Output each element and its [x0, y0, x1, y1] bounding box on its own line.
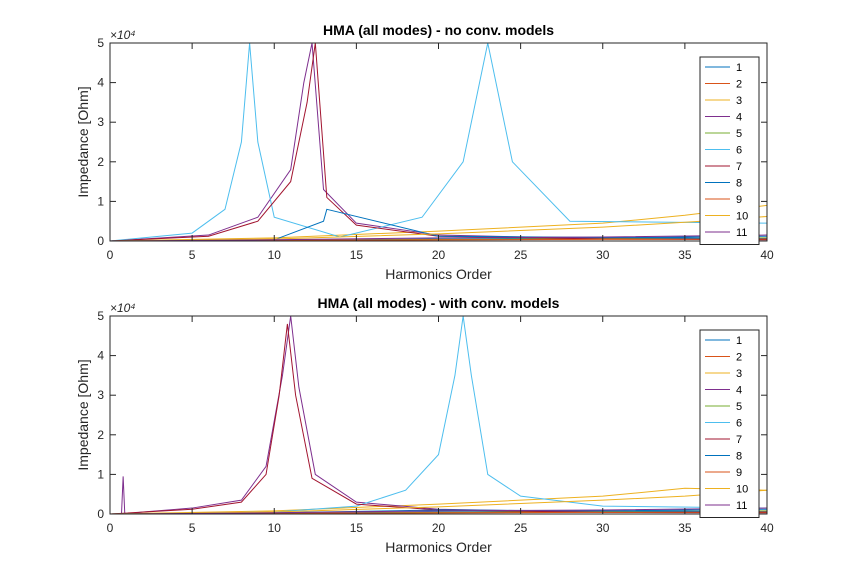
chart-1-y-axis-label: Impedance [Ohm] [75, 86, 91, 197]
chart-2-series-4-line [110, 316, 767, 514]
chart-2-y-tick-label: 3 [97, 388, 104, 402]
chart-1-x-tick-label: 5 [189, 248, 196, 262]
chart-2-y-tick-label: 1 [97, 467, 104, 481]
chart-1-x-tick-label: 30 [596, 248, 610, 262]
chart-1-legend-label-3: 3 [736, 95, 742, 107]
chart-2-y-tick-label: 0 [97, 507, 104, 521]
chart-1-y-tick-label: 2 [97, 155, 104, 169]
chart-2-y-tick-label: 2 [97, 428, 104, 442]
chart-1-x-tick-label: 40 [760, 248, 774, 262]
chart-1-plot-area [110, 43, 767, 241]
chart-1-y-tick-label: 3 [97, 115, 104, 129]
chart-1-legend-label-1: 1 [736, 62, 742, 74]
chart-2-x-tick-label: 5 [189, 521, 196, 535]
chart-2-y-tick-label: 4 [97, 349, 104, 363]
chart-1-legend-label-4: 4 [736, 112, 742, 124]
chart-2-legend-label-11: 11 [736, 500, 747, 512]
chart-1-title: HMA (all modes) - no conv. models [323, 22, 554, 38]
chart-2-series-10-line [110, 489, 767, 514]
chart-2-legend-label-4: 4 [736, 385, 742, 397]
chart-1-x-tick-label: 35 [678, 248, 692, 262]
chart-2-legend-label-5: 5 [736, 401, 742, 413]
chart-2-legend-label-10: 10 [736, 484, 748, 496]
chart-1-legend-label-10: 10 [736, 211, 748, 223]
chart-2-y-axis-label: Impedance [Ohm] [75, 359, 91, 470]
chart-2-y-multiplier-label: ×10⁴ [110, 301, 136, 315]
chart-2-legend-label-3: 3 [736, 368, 742, 380]
chart-2-series-3-line [110, 487, 767, 514]
chart-2-legend-label-7: 7 [736, 434, 742, 446]
chart-2-legend-label-9: 9 [736, 467, 742, 479]
chart-2-legend-label-6: 6 [736, 418, 742, 430]
chart-2-x-tick-label: 40 [760, 521, 774, 535]
chart-1-y-tick-label: 4 [97, 76, 104, 90]
chart-2-legend-box [699, 329, 760, 518]
chart-2-plot-area [110, 316, 767, 514]
chart-2-x-tick-label: 30 [596, 521, 610, 535]
chart-1-x-tick-label: 25 [514, 248, 528, 262]
chart-1-y-tick-label: 5 [97, 36, 104, 50]
chart-1-legend-label-7: 7 [736, 161, 742, 173]
chart-1-legend-label-8: 8 [736, 178, 742, 190]
chart-1-x-tick-label: 10 [268, 248, 282, 262]
chart-2-legend-label-8: 8 [736, 451, 742, 463]
chart-1-legend: 1 2 3 4 5 6 7 8 9 10 11 [699, 56, 760, 245]
chart-1-x-tick-label: 0 [107, 248, 114, 262]
chart-2-x-tick-label: 0 [107, 521, 114, 535]
chart-2-legend-label-1: 1 [736, 335, 742, 347]
chart-2-x-tick-label: 25 [514, 521, 528, 535]
chart-1-y-tick-label: 0 [97, 234, 104, 248]
chart-1-legend-label-11: 11 [736, 227, 747, 239]
chart-1-series-3-line [110, 204, 767, 241]
chart-1-legend-label-9: 9 [736, 194, 742, 206]
chart-2-legend-label-2: 2 [736, 352, 742, 364]
chart-1-y-multiplier-label: ×10⁴ [110, 28, 136, 42]
chart-1-legend-label-5: 5 [736, 128, 742, 140]
chart-1-y-tick-label: 1 [97, 194, 104, 208]
chart-2-x-tick-label: 10 [268, 521, 282, 535]
chart-2-x-tick-label: 35 [678, 521, 692, 535]
chart-2-title: HMA (all modes) - with conv. models [318, 295, 560, 311]
chart-2-y-tick-label: 5 [97, 309, 104, 323]
chart-2-x-tick-label: 15 [350, 521, 364, 535]
chart-2-legend: 1 2 3 4 5 6 7 8 9 10 11 [699, 329, 760, 518]
chart-1-legend-label-2: 2 [736, 79, 742, 91]
chart-1-x-tick-label: 15 [350, 248, 364, 262]
chart-1-legend-box [699, 56, 760, 245]
chart-1-x-axis-label: Harmonics Order [385, 266, 492, 282]
chart-1-x-tick-label: 20 [432, 248, 446, 262]
chart-2-x-axis-label: Harmonics Order [385, 539, 492, 555]
chart-2-x-tick-label: 20 [432, 521, 446, 535]
chart-1-legend-label-6: 6 [736, 145, 742, 157]
